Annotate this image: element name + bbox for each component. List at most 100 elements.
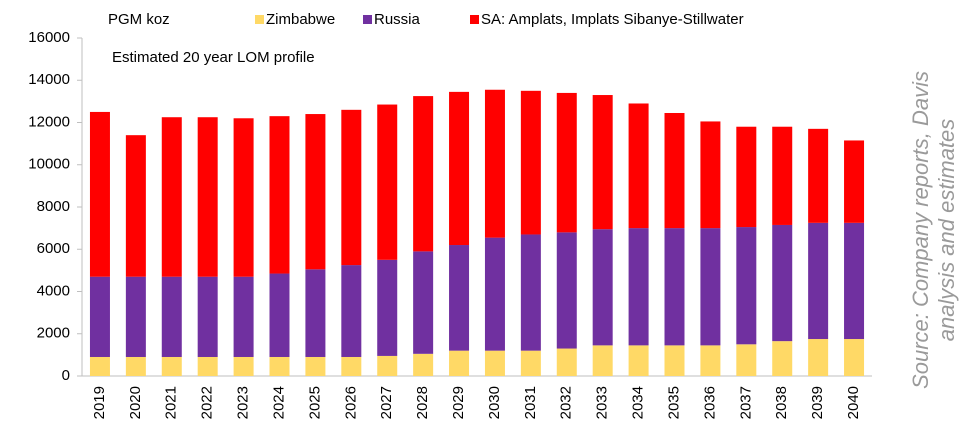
bar-segment bbox=[377, 104, 398, 260]
bar-segment bbox=[197, 276, 218, 357]
bar-segment bbox=[377, 259, 398, 356]
bar-segment bbox=[772, 224, 793, 342]
bar-segment bbox=[628, 345, 649, 376]
bar-segment bbox=[269, 356, 290, 376]
bar-segment bbox=[233, 118, 254, 277]
bar-segment bbox=[844, 140, 865, 223]
bar-segment bbox=[628, 103, 649, 229]
legend-label: Russia bbox=[374, 11, 421, 28]
source-note: analysis and estimates bbox=[934, 119, 959, 342]
bar-segment bbox=[341, 109, 362, 266]
legend-swatch bbox=[255, 15, 264, 24]
bar-segment bbox=[772, 126, 793, 225]
bar-segment bbox=[520, 90, 541, 235]
bar-segment bbox=[449, 245, 470, 351]
bar-segment bbox=[233, 276, 254, 357]
bar-segment bbox=[305, 114, 326, 270]
x-tick-label: 2023 bbox=[235, 386, 252, 419]
chart-title: PGM koz bbox=[108, 11, 170, 28]
source-note: Source: Company reports, Davis bbox=[908, 71, 933, 389]
bar-segment bbox=[197, 117, 218, 277]
bar-segment bbox=[556, 232, 577, 349]
y-tick-label: 0 bbox=[62, 367, 70, 384]
bar-segment bbox=[377, 355, 398, 376]
y-tick-label: 6000 bbox=[37, 240, 70, 257]
legend-label: Zimbabwe bbox=[266, 11, 335, 28]
bar-segment bbox=[89, 356, 110, 376]
bar-segment bbox=[484, 237, 505, 351]
x-tick-label: 2037 bbox=[737, 386, 754, 419]
bar-segment bbox=[772, 341, 793, 376]
bar-segment bbox=[484, 89, 505, 238]
x-tick-label: 2032 bbox=[558, 386, 575, 419]
bar-segment bbox=[197, 356, 218, 376]
bar-segment bbox=[628, 228, 649, 346]
x-tick-label: 2021 bbox=[163, 386, 180, 419]
x-tick-label: 2027 bbox=[378, 386, 395, 419]
bar-segment bbox=[269, 116, 290, 274]
x-tick-label: 2022 bbox=[199, 386, 216, 419]
bar-segment bbox=[736, 227, 757, 345]
bar-segment bbox=[161, 276, 182, 357]
bar-segment bbox=[305, 269, 326, 357]
bar-segment bbox=[664, 345, 685, 376]
bar-segment bbox=[413, 251, 434, 354]
bar-segment bbox=[341, 356, 362, 376]
bar-segment bbox=[305, 356, 326, 376]
x-tick-label: 2024 bbox=[270, 386, 287, 419]
x-tick-label: 2029 bbox=[450, 386, 467, 419]
bar-segment bbox=[125, 276, 146, 357]
bar-segment bbox=[89, 276, 110, 357]
bar-segment bbox=[413, 353, 434, 376]
bar-segment bbox=[125, 135, 146, 277]
bar-segment bbox=[520, 234, 541, 351]
bar-segment bbox=[125, 356, 146, 376]
x-tick-label: 2036 bbox=[701, 386, 718, 419]
bar-segment bbox=[269, 273, 290, 357]
x-tick-label: 2030 bbox=[486, 386, 503, 419]
legend-label: SA: Amplats, Implats Sibanye-Stillwater bbox=[481, 11, 744, 28]
bar-segment bbox=[700, 228, 721, 346]
x-tick-label: 2035 bbox=[665, 386, 682, 419]
x-tick-label: 2034 bbox=[630, 386, 647, 419]
bar-segment bbox=[736, 126, 757, 228]
y-tick-label: 8000 bbox=[37, 198, 70, 215]
x-tick-label: 2020 bbox=[127, 386, 144, 419]
chart-subtitle: Estimated 20 year LOM profile bbox=[112, 49, 315, 66]
x-tick-label: 2028 bbox=[414, 386, 431, 419]
bar-segment bbox=[700, 121, 721, 229]
bar-segment bbox=[341, 265, 362, 357]
y-tick-label: 2000 bbox=[37, 325, 70, 342]
bar-segment bbox=[413, 96, 434, 252]
legend-swatch bbox=[363, 15, 372, 24]
bar-segment bbox=[556, 348, 577, 376]
bar-segment bbox=[592, 345, 613, 376]
bar-segment bbox=[592, 95, 613, 230]
bar-segment bbox=[449, 91, 470, 246]
x-tick-label: 2033 bbox=[594, 386, 611, 419]
legend-swatch bbox=[470, 15, 479, 24]
y-tick-label: 16000 bbox=[28, 29, 70, 46]
y-tick-label: 10000 bbox=[28, 156, 70, 173]
bar-segment bbox=[664, 112, 685, 229]
bar-segment bbox=[736, 344, 757, 376]
bar-segment bbox=[484, 350, 505, 376]
y-tick-label: 12000 bbox=[28, 113, 70, 130]
x-tick-label: 2038 bbox=[773, 386, 790, 419]
bar-segment bbox=[449, 350, 470, 376]
x-tick-label: 2040 bbox=[845, 386, 862, 419]
x-tick-label: 2026 bbox=[342, 386, 359, 419]
bar-segment bbox=[161, 117, 182, 277]
bar-segment bbox=[844, 339, 865, 376]
bar-segment bbox=[520, 350, 541, 376]
x-tick-label: 2019 bbox=[91, 386, 108, 419]
bar-segment bbox=[700, 345, 721, 376]
bar-segment bbox=[89, 111, 110, 277]
y-tick-label: 4000 bbox=[37, 282, 70, 299]
bar-segment bbox=[808, 222, 829, 340]
bar-segment bbox=[592, 229, 613, 346]
bar-segment bbox=[844, 222, 865, 340]
bar-segment bbox=[808, 128, 829, 223]
y-tick-label: 14000 bbox=[28, 71, 70, 88]
